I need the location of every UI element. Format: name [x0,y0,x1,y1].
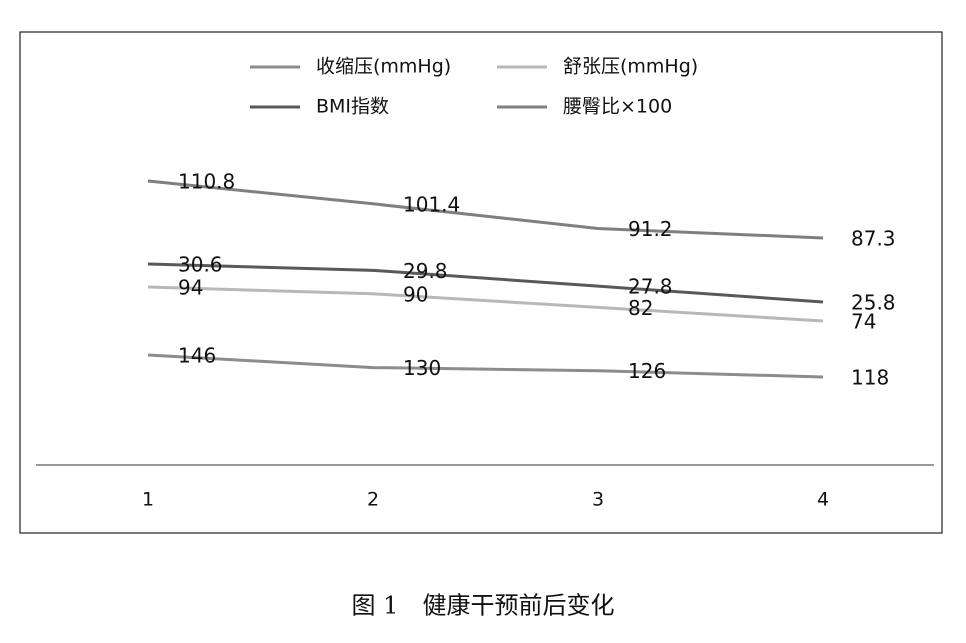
series-line [147,285,824,323]
x-tick-label: 4 [817,489,829,511]
series-line [147,179,824,240]
data-label: 87.3 [851,227,896,251]
data-label: 74 [851,310,876,334]
x-tick-label: 2 [367,489,379,511]
series-line [147,353,824,379]
data-label: 110.8 [178,170,235,194]
legend-label: 舒张压(mmHg) [563,56,698,78]
legend-label: 收缩压(mmHg) [316,56,451,78]
legend-label: 腰臀比×100 [563,96,672,118]
x-tick-label: 1 [142,489,154,511]
data-label: 90 [403,282,428,306]
data-label: 30.6 [178,253,223,277]
data-label: 126 [628,359,666,383]
data-label: 101.4 [403,192,460,216]
x-tick-label: 3 [592,489,604,511]
series-line [147,262,824,304]
data-label: 25.8 [851,291,896,315]
data-label: 130 [403,356,441,380]
data-label: 29.8 [403,259,448,283]
data-label: 82 [628,296,653,320]
data-label: 118 [851,366,889,390]
data-label: 94 [178,276,203,300]
data-label: 146 [178,344,216,368]
data-label: 27.8 [628,275,673,299]
caption: 图 1 健康干预前后变化 [352,592,615,620]
data-label: 91.2 [628,217,673,241]
frame [19,31,943,534]
legend-label: BMI指数 [316,96,389,118]
